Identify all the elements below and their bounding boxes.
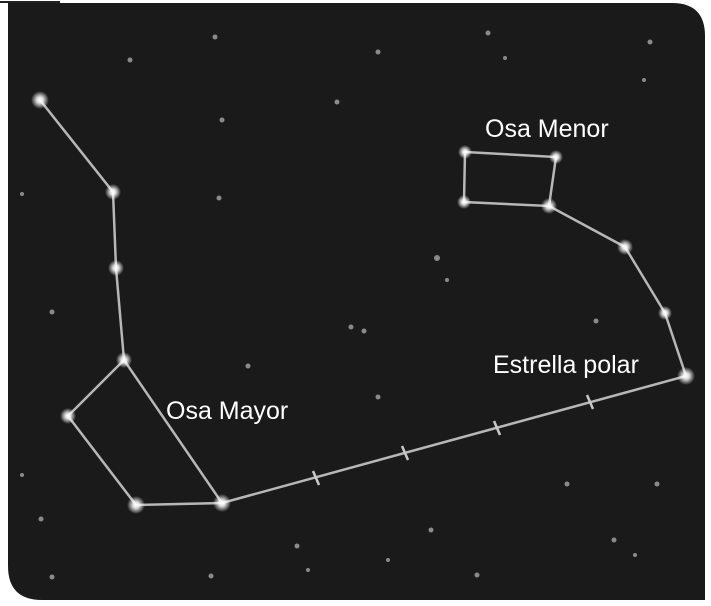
- label-big-dipper: Osa Mayor: [166, 397, 288, 425]
- label-little-dipper: Osa Menor: [485, 115, 609, 143]
- star-map: Osa Menor Osa Mayor Estrella polar: [0, 0, 711, 606]
- sky-panel: [8, 3, 705, 600]
- label-polaris: Estrella polar: [493, 351, 639, 379]
